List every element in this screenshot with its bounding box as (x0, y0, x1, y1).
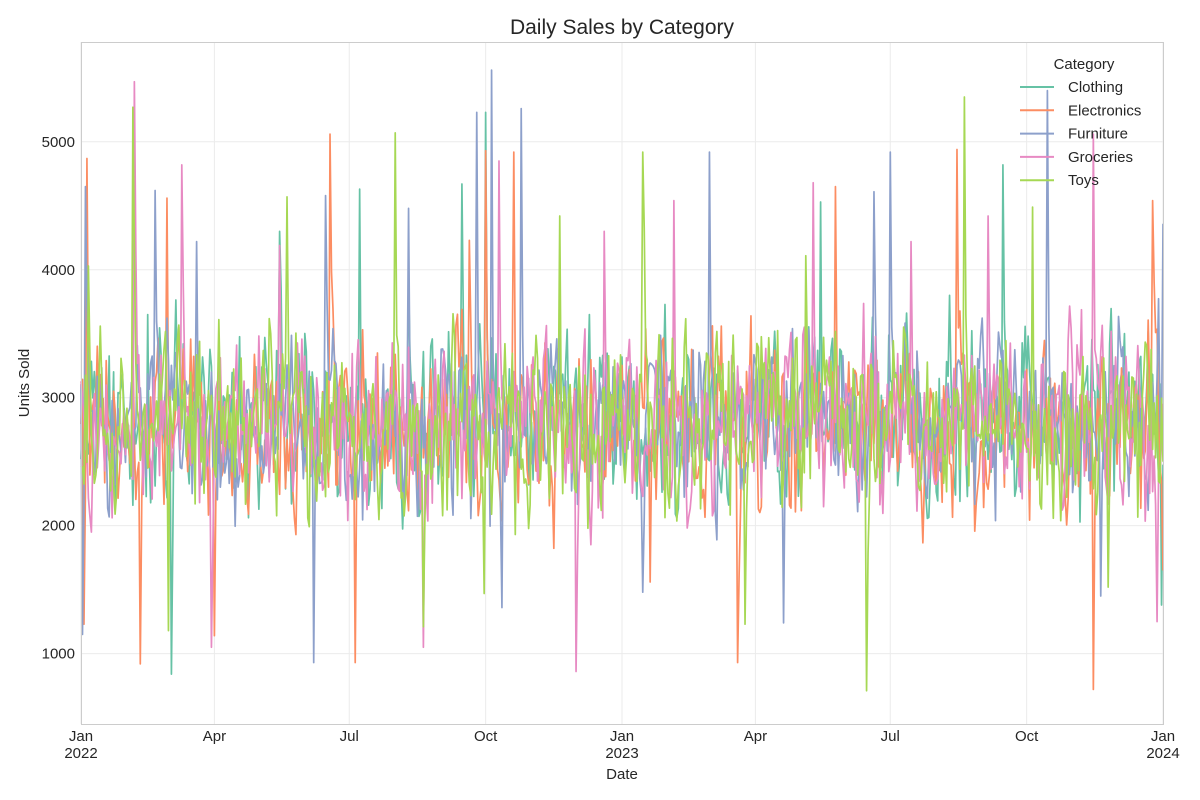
legend-label: Groceries (1068, 149, 1133, 166)
x-tick-label: Oct (474, 728, 498, 745)
legend: Category Clothing Electronics Furniture Gro… (1020, 56, 1141, 189)
x-tick-label: Jan (610, 728, 634, 745)
y-tick-label: 2000 (42, 518, 75, 535)
x-tick-label: Jul (340, 728, 359, 745)
series-line-toys (80, 96, 1164, 692)
legend-label: Toys (1068, 172, 1099, 189)
x-tick-year: 2022 (64, 745, 97, 762)
y-axis-label: Units Sold (16, 349, 33, 417)
plot-frame (81, 42, 1164, 725)
y-tick-label: 4000 (42, 262, 75, 279)
x-tick-label: Jan (1151, 728, 1175, 745)
x-tick-label: Apr (203, 728, 226, 745)
x-tick-label: Apr (744, 728, 767, 745)
x-axis-label: Date (606, 766, 638, 783)
x-tick-label: Jul (881, 728, 900, 745)
legend-label: Electronics (1068, 102, 1141, 119)
legend-title: Category (1054, 56, 1115, 73)
y-tick-label: 3000 (42, 390, 75, 407)
x-tick-label: Jan (69, 728, 93, 745)
x-tick-year: 2024 (1146, 745, 1179, 762)
chart-title: Daily Sales by Category (510, 16, 735, 39)
y-axis: 1000 2000 3000 4000 5000 (42, 134, 75, 663)
x-tick-label: Oct (1015, 728, 1039, 745)
y-tick-label: 5000 (42, 134, 75, 151)
legend-label: Furniture (1068, 126, 1128, 143)
x-tick-year: 2023 (605, 745, 638, 762)
series-lines (80, 69, 1164, 692)
y-tick-label: 1000 (42, 646, 75, 663)
legend-label: Clothing (1068, 79, 1123, 96)
